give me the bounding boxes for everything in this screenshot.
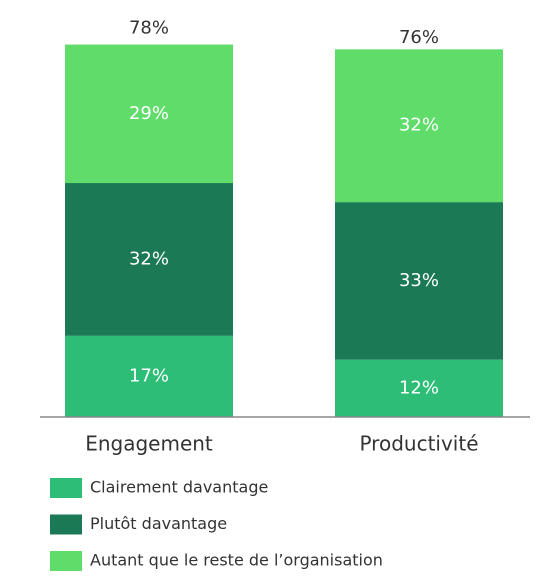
value-label: 33% — [399, 270, 439, 291]
total-label: 76% — [399, 27, 439, 48]
legend-swatch — [50, 551, 82, 571]
legend-swatch — [50, 478, 82, 498]
bar-segment — [65, 183, 233, 336]
legend-label: Clairement davantage — [90, 478, 268, 497]
legend-swatch — [50, 514, 82, 535]
bar-segment — [335, 359, 503, 417]
value-label: 17% — [129, 365, 169, 386]
bar-segment — [65, 44, 233, 184]
value-label: 29% — [129, 103, 169, 124]
value-label: 12% — [399, 377, 439, 398]
x-tick-label: Productivité — [359, 432, 478, 456]
value-label: 32% — [129, 248, 169, 269]
bar-segment — [335, 202, 503, 360]
legend-label: Autant que le reste de l’organisation — [90, 551, 383, 570]
bar-segment — [65, 335, 233, 417]
bar-segment — [335, 49, 503, 203]
total-label: 78% — [129, 18, 169, 39]
legend-label: Plutôt davantage — [90, 514, 227, 533]
value-label: 32% — [399, 115, 439, 136]
x-tick-label: Engagement — [85, 432, 213, 456]
